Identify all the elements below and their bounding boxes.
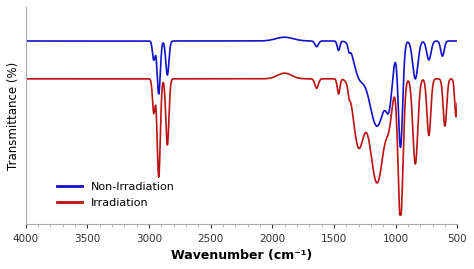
Irradiation [397,213,402,217]
Y-axis label: Transmittance (%): Transmittance (%) [7,62,20,170]
Irradiation [282,72,287,75]
Non-Irradiation [297,38,303,42]
Non-Irradiation [23,39,28,43]
Non-Irradiation [179,39,185,43]
Irradiation [45,77,50,80]
Irradiation [297,77,303,80]
Non-Irradiation [343,41,348,44]
X-axis label: Wavenumber (cm⁻¹): Wavenumber (cm⁻¹) [171,249,312,262]
Non-Irradiation [366,97,372,101]
Irradiation [366,138,372,141]
Irradiation [23,77,28,80]
Non-Irradiation [282,36,287,39]
Non-Irradiation [278,36,284,39]
Irradiation [455,101,460,105]
Irradiation [179,77,185,80]
Legend: Non-Irradiation, Irradiation: Non-Irradiation, Irradiation [53,178,179,213]
Non-Irradiation [398,146,403,149]
Irradiation [278,72,284,76]
Line: Irradiation: Irradiation [26,73,457,215]
Non-Irradiation [455,39,460,43]
Irradiation [343,80,348,84]
Line: Non-Irradiation: Non-Irradiation [26,37,457,147]
Non-Irradiation [45,39,50,43]
